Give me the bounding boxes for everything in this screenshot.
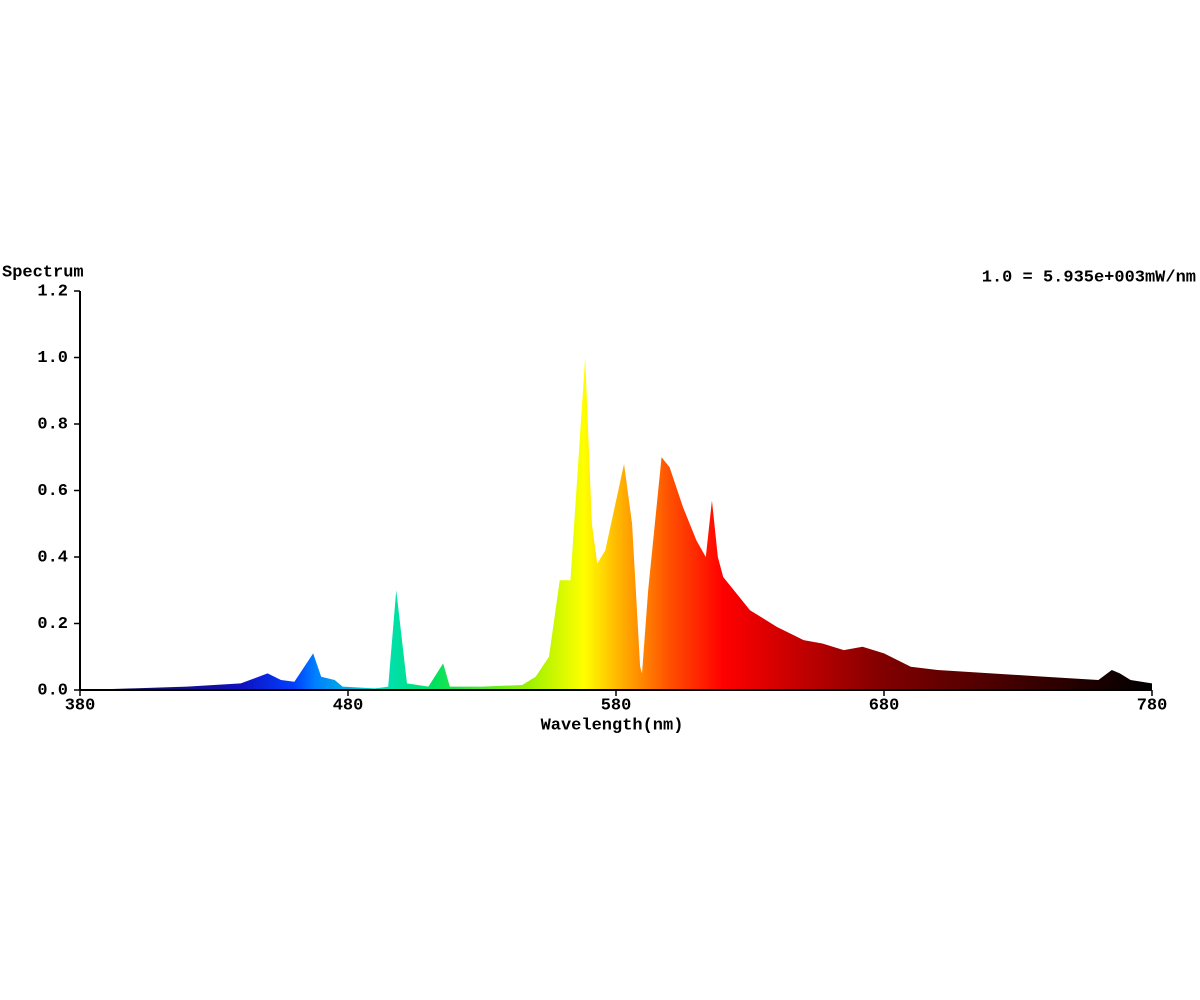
- x-tick-label: 680: [869, 696, 900, 715]
- x-tick-label: 580: [601, 696, 632, 715]
- y-tick-label: 0.0: [37, 681, 68, 700]
- y-tick-label: 0.2: [37, 615, 68, 634]
- y-tick-label: 0.6: [37, 482, 68, 501]
- x-tick-label: 380: [65, 696, 96, 715]
- y-tick-label: 1.0: [37, 349, 68, 368]
- x-tick-label: 780: [1137, 696, 1168, 715]
- y-tick-label: 0.8: [37, 415, 68, 434]
- y-axis-label: Spectrum: [2, 263, 84, 282]
- annotation: 1.0 = 5.935e+003mW/nm: [982, 268, 1196, 287]
- x-tick-label: 480: [333, 696, 364, 715]
- y-tick-label: 1.2: [37, 282, 68, 301]
- spectrum-area: [80, 357, 1152, 690]
- y-tick-label: 0.4: [37, 548, 68, 567]
- x-axis-label: Wavelength(nm): [541, 716, 684, 735]
